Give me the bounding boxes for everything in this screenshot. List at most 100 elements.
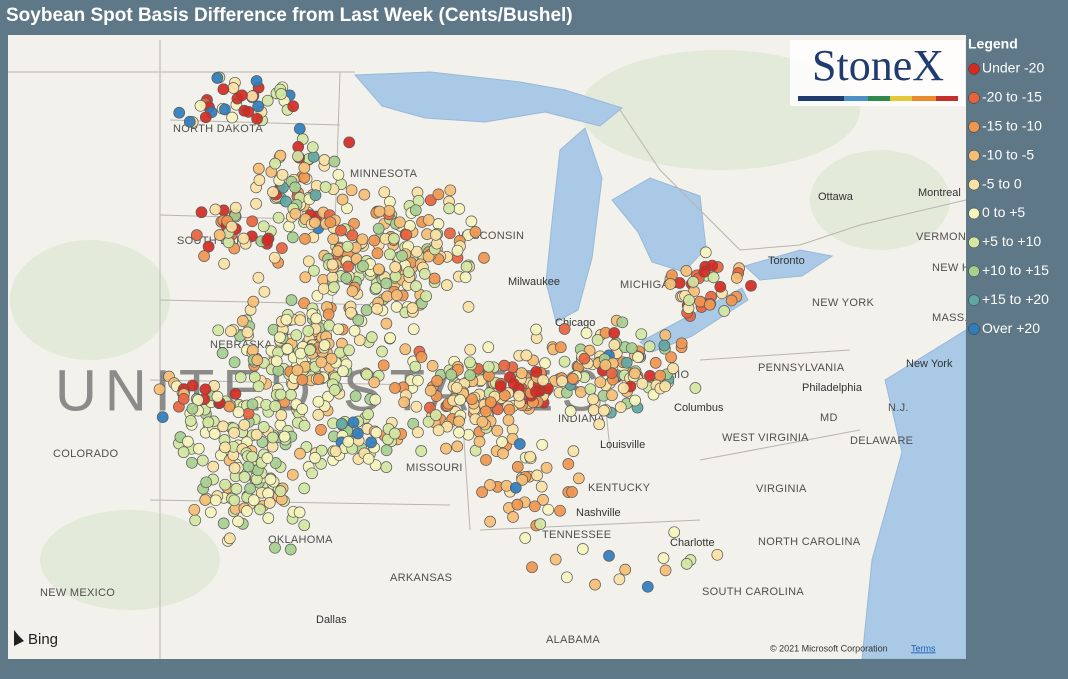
location-marker [503,403,516,416]
location-marker [343,344,355,357]
legend-swatch [968,92,980,104]
location-marker [407,323,420,336]
location-marker [211,72,224,84]
location-marker [368,234,381,247]
location-marker [558,355,571,368]
location-marker [462,301,475,313]
location-marker [383,204,396,217]
location-marker [246,90,259,103]
terms-link[interactable]: Terms [911,643,936,653]
location-marker [444,227,456,240]
location-marker [228,426,240,439]
location-marker [287,100,300,113]
location-marker [410,280,422,292]
location-marker [530,323,542,336]
location-marker [373,205,386,218]
location-marker [593,418,606,431]
location-marker [599,359,612,371]
location-marker [515,367,528,379]
location-marker [298,161,311,174]
location-marker [549,553,562,566]
location-marker [511,498,524,511]
legend-swatch [968,121,980,133]
location-marker [237,232,250,245]
location-marker [223,532,236,545]
location-marker [189,514,202,527]
location-marker [591,334,604,346]
location-marker [346,285,359,297]
location-marker [286,231,299,244]
logo: StoneX [790,40,965,106]
location-marker [328,384,341,396]
location-marker [293,122,306,135]
location-marker [707,271,720,284]
location-marker [202,240,215,253]
location-marker [232,406,245,419]
location-marker [207,460,220,473]
legend-label: Under -20 [982,60,1044,76]
location-marker [331,245,344,257]
location-marker [198,250,210,262]
location-marker [589,578,601,591]
location-marker [453,426,465,439]
location-marker [484,396,497,409]
location-marker [466,393,478,405]
location-marker [325,352,338,365]
location-marker [186,379,199,392]
location-marker [306,467,318,480]
location-marker [236,315,249,327]
location-marker [299,233,311,245]
place-label: KENTUCKY [588,482,651,494]
location-marker [294,447,306,460]
location-marker [257,220,270,233]
place-label: NORTH CAROLINA [758,536,861,548]
location-marker [535,480,548,493]
location-marker [298,171,311,184]
location-marker [298,419,311,432]
location-marker [371,247,384,260]
location-marker [520,349,533,362]
location-marker [513,438,526,450]
location-marker [422,415,435,428]
map[interactable]: NORTH DAKOTAMINNESOTASOUTH DAKOTAWISCONS… [8,35,1030,659]
location-marker [431,375,443,387]
location-marker [274,331,286,344]
location-marker [491,424,504,437]
location-marker [451,244,464,257]
location-marker [241,326,254,339]
place-label: OKLAHOMA [268,534,333,546]
bing-label: Bing [28,631,58,648]
location-marker [619,563,632,576]
location-marker [186,456,198,469]
place-label: Charlotte [670,537,715,549]
location-marker [689,382,702,394]
place-label: Louisville [600,439,645,451]
location-marker [371,303,383,315]
location-marker [195,206,208,219]
location-marker [183,115,196,128]
location-marker [370,426,383,439]
place-label: VERMONT [916,231,973,243]
location-marker [252,162,265,175]
location-marker [315,356,328,369]
location-marker [420,290,432,303]
location-marker [454,394,466,406]
location-marker [296,374,309,386]
place-label: NEW YORK [812,297,874,309]
location-marker [699,246,712,259]
location-marker [251,354,264,366]
location-marker [343,136,356,149]
location-marker [209,203,222,216]
location-marker [257,421,270,433]
place-label: ALABAMA [546,634,600,646]
location-marker [276,242,288,254]
location-marker [269,157,281,170]
location-marker [341,240,354,253]
location-marker [393,216,406,229]
place-label: NEW MEXICO [40,587,115,599]
location-marker [332,168,345,181]
legend-swatch [968,236,980,249]
location-marker [380,317,393,330]
place-label: NEW HAMPSHIRE [932,262,1030,274]
location-marker [156,411,169,423]
